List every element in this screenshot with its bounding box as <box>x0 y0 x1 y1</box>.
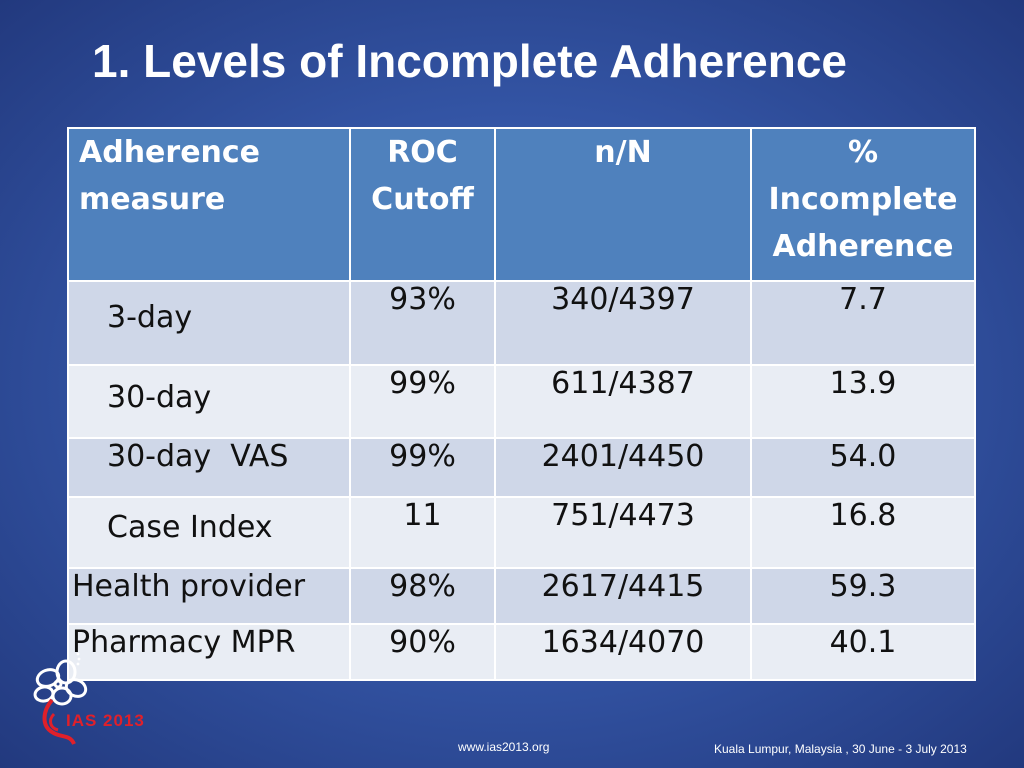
cell-measure: Health provider <box>67 567 351 625</box>
header-pct-line2: Incomplete <box>768 182 958 217</box>
adherence-table: Adherence measure ROC Cutoff n/N % Incom… <box>67 127 976 681</box>
cell-pct: 54.0 <box>750 437 976 498</box>
cell-nN: 1634/4070 <box>494 623 752 681</box>
table-row: 3-day 93% 340/4397 7.7 <box>67 280 976 366</box>
cell-roc: 99% <box>349 437 496 498</box>
table-row: 30-day 99% 611/4387 13.9 <box>67 364 976 439</box>
header-roc-line2: Cutoff <box>371 182 474 217</box>
header-pct-line3: Adherence <box>772 229 954 264</box>
header-measure-line2: measure <box>79 182 226 217</box>
cell-pct: 40.1 <box>750 623 976 681</box>
cell-roc: 99% <box>349 364 496 439</box>
cell-pct: 16.8 <box>750 496 976 569</box>
cell-roc: 93% <box>349 280 496 366</box>
cell-nN: 2401/4450 <box>494 437 752 498</box>
cell-roc: 98% <box>349 567 496 625</box>
header-adherence-measure: Adherence measure <box>67 127 351 282</box>
cell-measure: Pharmacy MPR <box>67 623 351 681</box>
ias-2013-logo-text: IAS 2013 <box>66 711 145 730</box>
header-roc-line1: ROC <box>387 135 458 170</box>
cell-roc: 90% <box>349 623 496 681</box>
header-pct-incomplete: % Incomplete Adherence <box>750 127 976 282</box>
table-row: 30-day VAS 99% 2401/4450 54.0 <box>67 437 976 498</box>
footer-url-link[interactable]: www.ias2013.org <box>458 740 550 754</box>
header-roc-cutoff: ROC Cutoff <box>349 127 496 282</box>
cell-measure: Case Index <box>67 496 351 569</box>
footer-location: Kuala Lumpur, Malaysia , 30 June - 3 Jul… <box>714 742 967 756</box>
cell-measure: 30-day <box>67 364 351 439</box>
header-nN-text: n/N <box>594 135 652 170</box>
cell-measure: 30-day VAS <box>67 437 351 498</box>
cell-roc: 11 <box>349 496 496 569</box>
cell-nN: 751/4473 <box>494 496 752 569</box>
cell-nN: 340/4397 <box>494 280 752 366</box>
table-row: Pharmacy MPR 90% 1634/4070 40.1 <box>67 623 976 681</box>
cell-pct: 13.9 <box>750 364 976 439</box>
header-n-over-n: n/N <box>494 127 752 282</box>
header-pct-line1: % <box>847 135 879 170</box>
header-measure-line1: Adherence <box>79 135 261 170</box>
cell-pct: 7.7 <box>750 280 976 366</box>
table-row: Health provider 98% 2617/4415 59.3 <box>67 567 976 625</box>
cell-pct: 59.3 <box>750 567 976 625</box>
table-row: Case Index 11 751/4473 16.8 <box>67 496 976 569</box>
ias-flower-logo-icon <box>33 652 88 745</box>
cell-nN: 2617/4415 <box>494 567 752 625</box>
slide-title: 1. Levels of Incomplete Adherence <box>92 35 847 87</box>
table-header-row: Adherence measure ROC Cutoff n/N % Incom… <box>67 127 976 282</box>
cell-measure: 3-day <box>67 280 351 366</box>
cell-nN: 611/4387 <box>494 364 752 439</box>
